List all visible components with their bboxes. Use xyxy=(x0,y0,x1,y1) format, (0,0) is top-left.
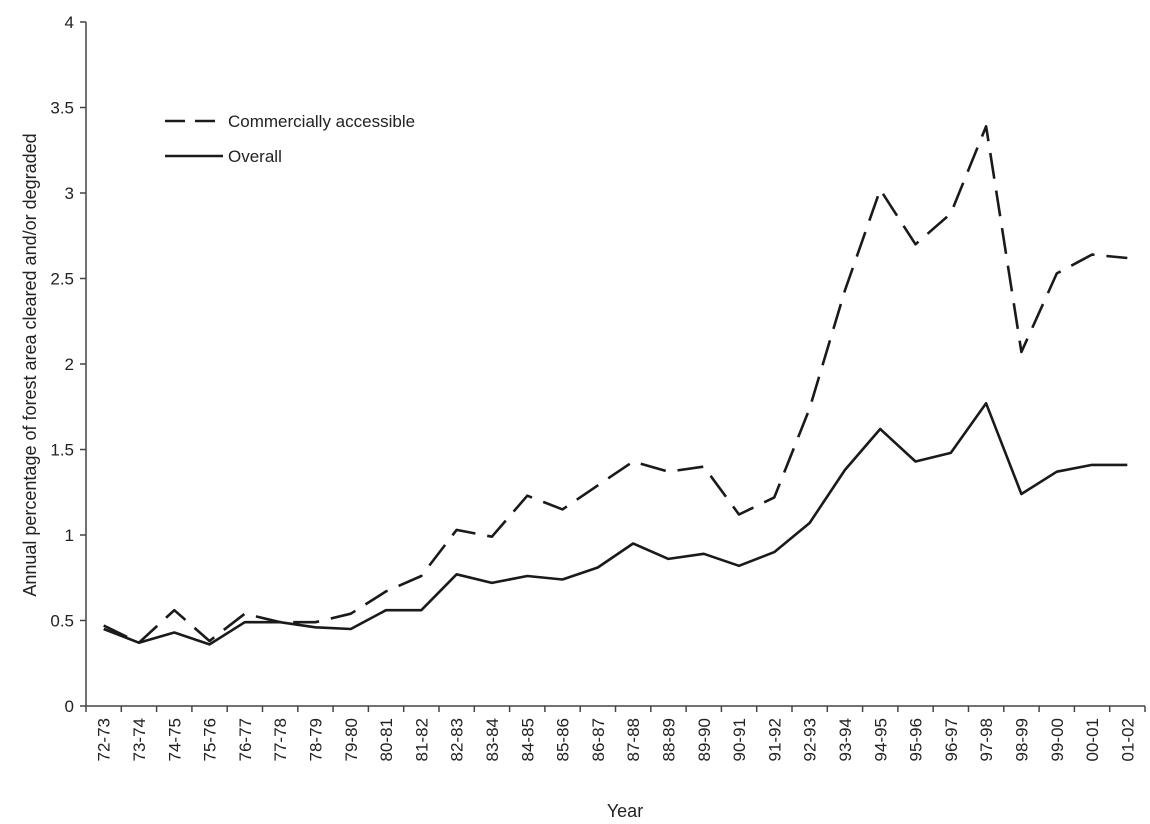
x-tick-label: 73-74 xyxy=(130,718,149,761)
x-tick-label: 85-86 xyxy=(554,718,573,761)
y-tick-label: 1 xyxy=(65,526,74,545)
x-tick-label: 77-78 xyxy=(271,718,290,761)
x-tick-label: 79-80 xyxy=(342,718,361,761)
x-axis-ticks: 72-73 73-74 74-75 75-76 76-77 77-78 78-79 79-80… xyxy=(85,706,1146,761)
y-tick-label: 2.5 xyxy=(50,270,74,289)
x-tick-label: 78-79 xyxy=(306,718,325,761)
x-tick-label: 89-90 xyxy=(695,718,714,761)
series-line-commercially-accessible xyxy=(103,125,1128,645)
x-tick-label: 74-75 xyxy=(165,718,184,761)
y-tick-label: 4 xyxy=(65,13,74,32)
series-line-overall xyxy=(103,401,1128,646)
x-tick-label: 99-00 xyxy=(1048,718,1067,761)
x-tick-label: 72-73 xyxy=(95,718,114,761)
x-tick-label: 83-84 xyxy=(483,718,502,761)
x-tick-label: 84-85 xyxy=(518,718,537,761)
x-tick-label: 94-95 xyxy=(871,718,890,761)
legend-label: Overall xyxy=(228,147,282,166)
y-axis-title: Annual percentage of forest area cleared… xyxy=(20,133,40,596)
legend-label: Commercially accessible xyxy=(228,112,415,131)
y-tick-label: 3 xyxy=(65,184,74,203)
legend: Commercially accessible Overall xyxy=(165,112,415,166)
series-layer xyxy=(103,125,1128,646)
x-tick-label: 76-77 xyxy=(236,718,255,761)
x-tick-label: 91-92 xyxy=(765,718,784,761)
x-tick-label: 97-98 xyxy=(977,718,996,761)
x-tick-label: 80-81 xyxy=(377,718,396,761)
y-tick-label: 0 xyxy=(65,697,74,716)
y-tick-label: 3.5 xyxy=(50,99,74,118)
x-tick-label: 92-93 xyxy=(801,718,820,761)
x-tick-label: 82-83 xyxy=(448,718,467,761)
x-tick-label: 93-94 xyxy=(836,718,855,761)
y-axis-ticks: 0 0.5 1 1.5 2 2.5 3 3.5 4 xyxy=(50,13,86,716)
x-tick-label: 87-88 xyxy=(624,718,643,761)
y-tick-label: 1.5 xyxy=(50,441,74,460)
x-tick-label: 96-97 xyxy=(942,718,961,761)
x-tick-label: 98-99 xyxy=(1012,718,1031,761)
x-tick-label: 86-87 xyxy=(589,718,608,761)
y-tick-label: 0.5 xyxy=(50,612,74,631)
x-tick-label: 01-02 xyxy=(1118,718,1137,761)
x-tick-label: 00-01 xyxy=(1083,718,1102,761)
x-tick-label: 81-82 xyxy=(412,718,431,761)
y-tick-label: 2 xyxy=(65,355,74,374)
x-tick-label: 95-96 xyxy=(907,718,926,761)
x-tick-label: 75-76 xyxy=(201,718,220,761)
x-tick-label: 90-91 xyxy=(730,718,749,761)
x-tick-label: 88-89 xyxy=(659,718,678,761)
x-axis-title: Year xyxy=(607,801,643,821)
